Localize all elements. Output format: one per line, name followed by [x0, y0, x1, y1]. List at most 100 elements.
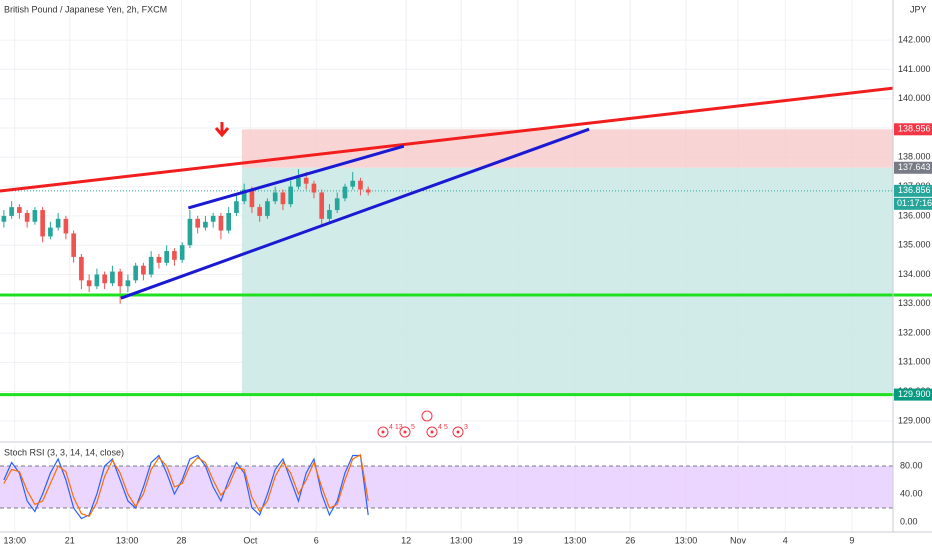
- y-tick-label: 142.000: [898, 35, 931, 45]
- event-dot: [381, 430, 385, 434]
- y-tick-label: 134.000: [898, 269, 931, 279]
- event-icon: [421, 410, 433, 422]
- candle-body: [172, 251, 177, 260]
- candle-body: [17, 207, 22, 213]
- candle-body: [350, 180, 356, 187]
- event-dot: [456, 430, 460, 434]
- candle-body: [280, 192, 286, 205]
- price-label: 136.856: [898, 185, 931, 195]
- candle-body: [218, 215, 224, 231]
- candle-body: [32, 210, 38, 222]
- y-tick-label: 141.000: [898, 64, 931, 74]
- candle-body: [48, 227, 53, 237]
- event-label: 4 13: [389, 424, 403, 431]
- stoch-line: [3, 453, 369, 518]
- event-label: 5: [411, 424, 415, 431]
- candle-body: [156, 256, 162, 263]
- x-tick-label: 28: [176, 535, 186, 545]
- stoch-line: [3, 454, 369, 520]
- candle-body: [71, 233, 76, 257]
- y-tick-label: 138.000: [898, 152, 931, 162]
- candle-body: [102, 274, 107, 284]
- indicator-title: Stoch RSI (3, 3, 14, 14, close): [4, 447, 124, 457]
- candle-body: [249, 189, 255, 208]
- countdown: 01:17:16: [897, 198, 932, 208]
- x-tick-label: 13:00: [564, 535, 587, 545]
- candle-body: [365, 189, 371, 193]
- candle-body: [272, 192, 278, 202]
- indicator-tick-label: 40.00: [900, 488, 923, 498]
- chart-title: British Pound / Japanese Yen, 2h, FXCM: [4, 4, 167, 14]
- event-dot: [403, 430, 407, 434]
- target-zone: [241, 167, 893, 395]
- y-tick-label: 135.000: [898, 240, 931, 250]
- y-tick-label: 132.000: [898, 327, 931, 337]
- axes: 129.000130.000131.000132.000133.000134.0…: [3, 35, 932, 545]
- x-tick-label: 21: [65, 535, 75, 545]
- candle-body: [203, 221, 208, 228]
- candle-body: [164, 251, 169, 263]
- y-tick-label: 129.000: [898, 415, 931, 425]
- candle-body: [94, 274, 100, 287]
- candle-body: [86, 280, 92, 287]
- position-zones: [241, 129, 893, 395]
- y-tick-label: 131.000: [898, 357, 931, 367]
- candle-body: [55, 218, 61, 228]
- price-label-bg: [894, 161, 932, 174]
- x-tick-label: 13:00: [116, 535, 139, 545]
- event-dot: [430, 430, 434, 434]
- candle-body: [234, 201, 239, 213]
- price-label: 137.643: [898, 162, 931, 172]
- candle-body: [133, 265, 138, 281]
- candle-body: [327, 210, 332, 219]
- candle-body: [311, 183, 317, 193]
- candle-body: [63, 218, 69, 234]
- candle-body: [342, 186, 348, 199]
- x-tick-label: 13:00: [675, 535, 698, 545]
- candle-body: [24, 212, 30, 222]
- candle-body: [141, 265, 146, 275]
- price-label-bg: [894, 123, 932, 136]
- trend-line: [187, 144, 405, 210]
- candle-body: [210, 215, 216, 222]
- candle-body: [257, 207, 263, 216]
- price-label: 129.900: [898, 389, 931, 399]
- stop-zone: [241, 129, 893, 168]
- candle-body: [296, 177, 301, 187]
- candle-body: [241, 189, 247, 202]
- candle-body: [265, 201, 270, 216]
- x-tick-label: Oct: [243, 535, 258, 545]
- candle-body: [334, 198, 340, 211]
- candle-body: [9, 207, 14, 216]
- candle-body: [195, 218, 200, 228]
- x-tick-label: 26: [625, 535, 635, 545]
- currency-label: JPY: [910, 4, 927, 14]
- x-tick-label: 13:00: [3, 535, 26, 545]
- x-tick-label: 12: [401, 535, 411, 545]
- y-tick-label: 133.000: [898, 298, 931, 308]
- event-label: 3: [464, 424, 468, 431]
- candle-body: [1, 215, 7, 222]
- price-label: 138.956: [898, 124, 931, 134]
- y-tick-label: 136.000: [898, 210, 931, 220]
- candle-body: [179, 245, 185, 260]
- x-tick-label: 9: [849, 535, 854, 545]
- y-tick-label: 140.000: [898, 93, 931, 103]
- trend-line: [0, 86, 894, 193]
- candle-body: [226, 212, 232, 231]
- candle-body: [79, 256, 84, 281]
- candle-body: [303, 177, 309, 184]
- plot: 4 13 5 4 5 3: [0, 86, 932, 520]
- x-tick-label: 19: [513, 535, 523, 545]
- candle-body: [148, 256, 154, 275]
- event-label: 4 5: [438, 424, 448, 431]
- countdown-bg: [894, 197, 932, 210]
- x-tick-label: 6: [314, 535, 319, 545]
- indicator-tick-label: 0.00: [900, 516, 918, 526]
- candle-body: [110, 271, 115, 284]
- candle-body: [358, 180, 363, 190]
- candle-body: [117, 271, 123, 287]
- candle-body: [187, 218, 193, 246]
- price-label-bg: [894, 388, 932, 401]
- stoch-band: [0, 465, 893, 508]
